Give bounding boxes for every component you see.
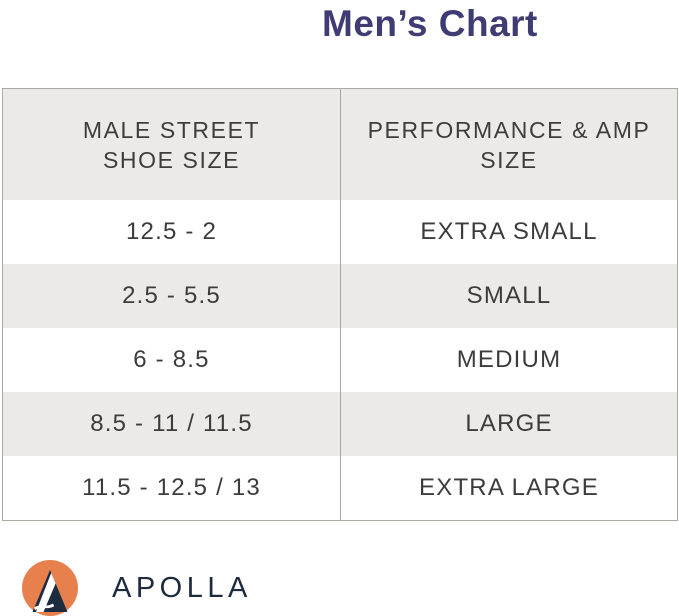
- shoe-size-value: 12.5 - 2: [126, 218, 217, 245]
- shoe-size-value: 6 - 8.5: [133, 346, 210, 373]
- table-header-row: MALE STREET SHOE SIZE PERFORMANCE & AMP …: [3, 89, 677, 200]
- size-chart-table: MALE STREET SHOE SIZE PERFORMANCE & AMP …: [2, 88, 678, 521]
- table-row: 12.5 - 2 EXTRA SMALL: [3, 200, 677, 264]
- performance-size-value: LARGE: [465, 410, 553, 437]
- shoe-size-cell: 12.5 - 2: [3, 200, 340, 264]
- table-row: 8.5 - 11 / 11.5 LARGE: [3, 392, 677, 456]
- performance-size-cell: EXTRA LARGE: [340, 456, 677, 520]
- shoe-size-value: 8.5 - 11 / 11.5: [90, 410, 253, 437]
- performance-size-value: EXTRA LARGE: [419, 474, 599, 501]
- performance-size-value: MEDIUM: [456, 346, 562, 373]
- performance-size-cell: LARGE: [340, 392, 677, 456]
- shoe-size-value: 2.5 - 5.5: [122, 282, 221, 309]
- page-title: Men’s Chart: [322, 3, 538, 44]
- apolla-logo: APOLLA: [22, 560, 252, 616]
- performance-size-cell: SMALL: [340, 264, 677, 328]
- shoe-size-cell: 6 - 8.5: [3, 328, 340, 392]
- shoe-size-value: 11.5 - 12.5 / 13: [82, 474, 261, 501]
- column-header-shoe-size: MALE STREET SHOE SIZE: [3, 89, 340, 200]
- shoe-size-cell: 2.5 - 5.5: [3, 264, 340, 328]
- performance-size-value: SMALL: [466, 282, 552, 309]
- shoe-size-cell: 11.5 - 12.5 / 13: [3, 456, 340, 520]
- table-row: 11.5 - 12.5 / 13 EXTRA LARGE: [3, 456, 677, 520]
- performance-size-cell: EXTRA SMALL: [340, 200, 677, 264]
- performance-size-cell: MEDIUM: [340, 328, 677, 392]
- apolla-brand-wordmark: APOLLA: [112, 572, 252, 604]
- shoe-size-cell: 8.5 - 11 / 11.5: [3, 392, 340, 456]
- column-header-performance-size-label: PERFORMANCE & AMP SIZE: [367, 116, 651, 173]
- table-row: 2.5 - 5.5 SMALL: [3, 264, 677, 328]
- table-row: 6 - 8.5 MEDIUM: [3, 328, 677, 392]
- performance-size-value: EXTRA SMALL: [420, 218, 598, 245]
- column-header-shoe-size-label: MALE STREET SHOE SIZE: [82, 116, 261, 173]
- apolla-logo-icon: [22, 560, 78, 616]
- column-header-performance-size: PERFORMANCE & AMP SIZE: [340, 89, 677, 200]
